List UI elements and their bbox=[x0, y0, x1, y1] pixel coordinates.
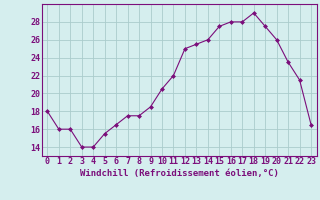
X-axis label: Windchill (Refroidissement éolien,°C): Windchill (Refroidissement éolien,°C) bbox=[80, 169, 279, 178]
